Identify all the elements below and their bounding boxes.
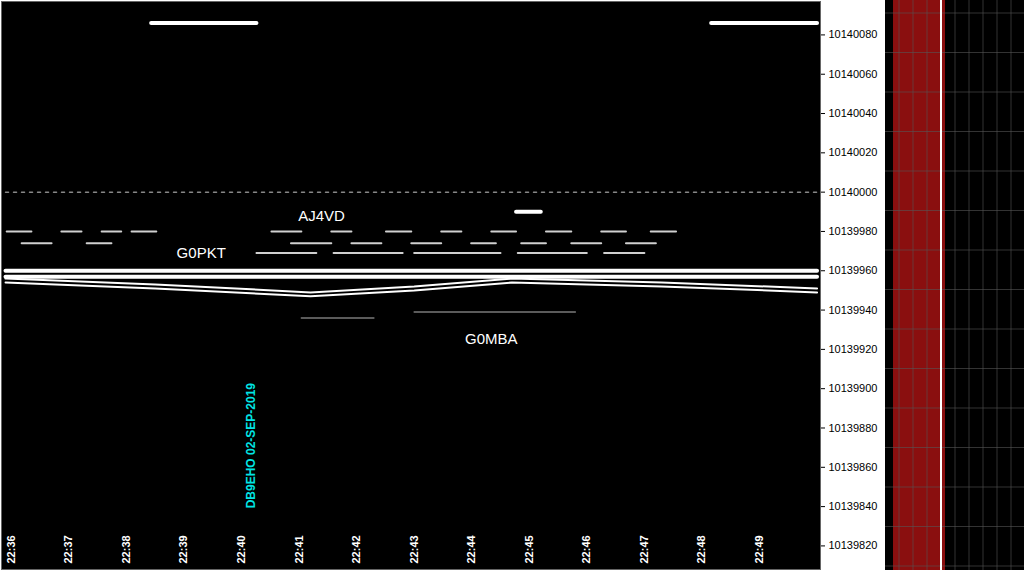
svg-text:22:46: 22:46: [580, 535, 592, 563]
svg-text:DB9EHO 02-SEP-2019: DB9EHO 02-SEP-2019: [244, 383, 258, 509]
svg-text:AJ4VD: AJ4VD: [298, 207, 345, 224]
svg-text:10140080: 10140080: [829, 28, 878, 40]
svg-text:22:40: 22:40: [235, 535, 247, 563]
svg-text:22:42: 22:42: [350, 535, 362, 563]
svg-text:10139860: 10139860: [829, 461, 878, 473]
svg-text:10139820: 10139820: [829, 539, 878, 551]
svg-text:10139880: 10139880: [829, 422, 878, 434]
svg-text:10139920: 10139920: [829, 343, 878, 355]
svg-text:22:39: 22:39: [177, 535, 189, 563]
svg-text:22:47: 22:47: [638, 535, 650, 563]
svg-text:22:43: 22:43: [408, 535, 420, 563]
svg-text:22:36: 22:36: [5, 535, 17, 563]
svg-text:22:44: 22:44: [465, 534, 477, 563]
svg-text:10139960: 10139960: [829, 264, 878, 276]
svg-text:22:41: 22:41: [293, 535, 305, 563]
svg-text:10139980: 10139980: [829, 225, 878, 237]
svg-text:G0PKT: G0PKT: [177, 244, 226, 261]
svg-text:22:37: 22:37: [62, 535, 74, 563]
svg-text:10140060: 10140060: [829, 68, 878, 80]
svg-text:10140020: 10140020: [829, 146, 878, 158]
svg-text:10139940: 10139940: [829, 304, 878, 316]
svg-text:10139900: 10139900: [829, 382, 878, 394]
svg-text:22:45: 22:45: [523, 535, 535, 563]
svg-text:G0MBA: G0MBA: [465, 330, 518, 347]
svg-text:10140040: 10140040: [829, 107, 878, 119]
svg-text:10139840: 10139840: [829, 500, 878, 512]
svg-text:22:48: 22:48: [695, 535, 707, 563]
svg-text:22:49: 22:49: [753, 535, 765, 563]
svg-text:22:38: 22:38: [120, 535, 132, 563]
svg-text:10140000: 10140000: [829, 186, 878, 198]
